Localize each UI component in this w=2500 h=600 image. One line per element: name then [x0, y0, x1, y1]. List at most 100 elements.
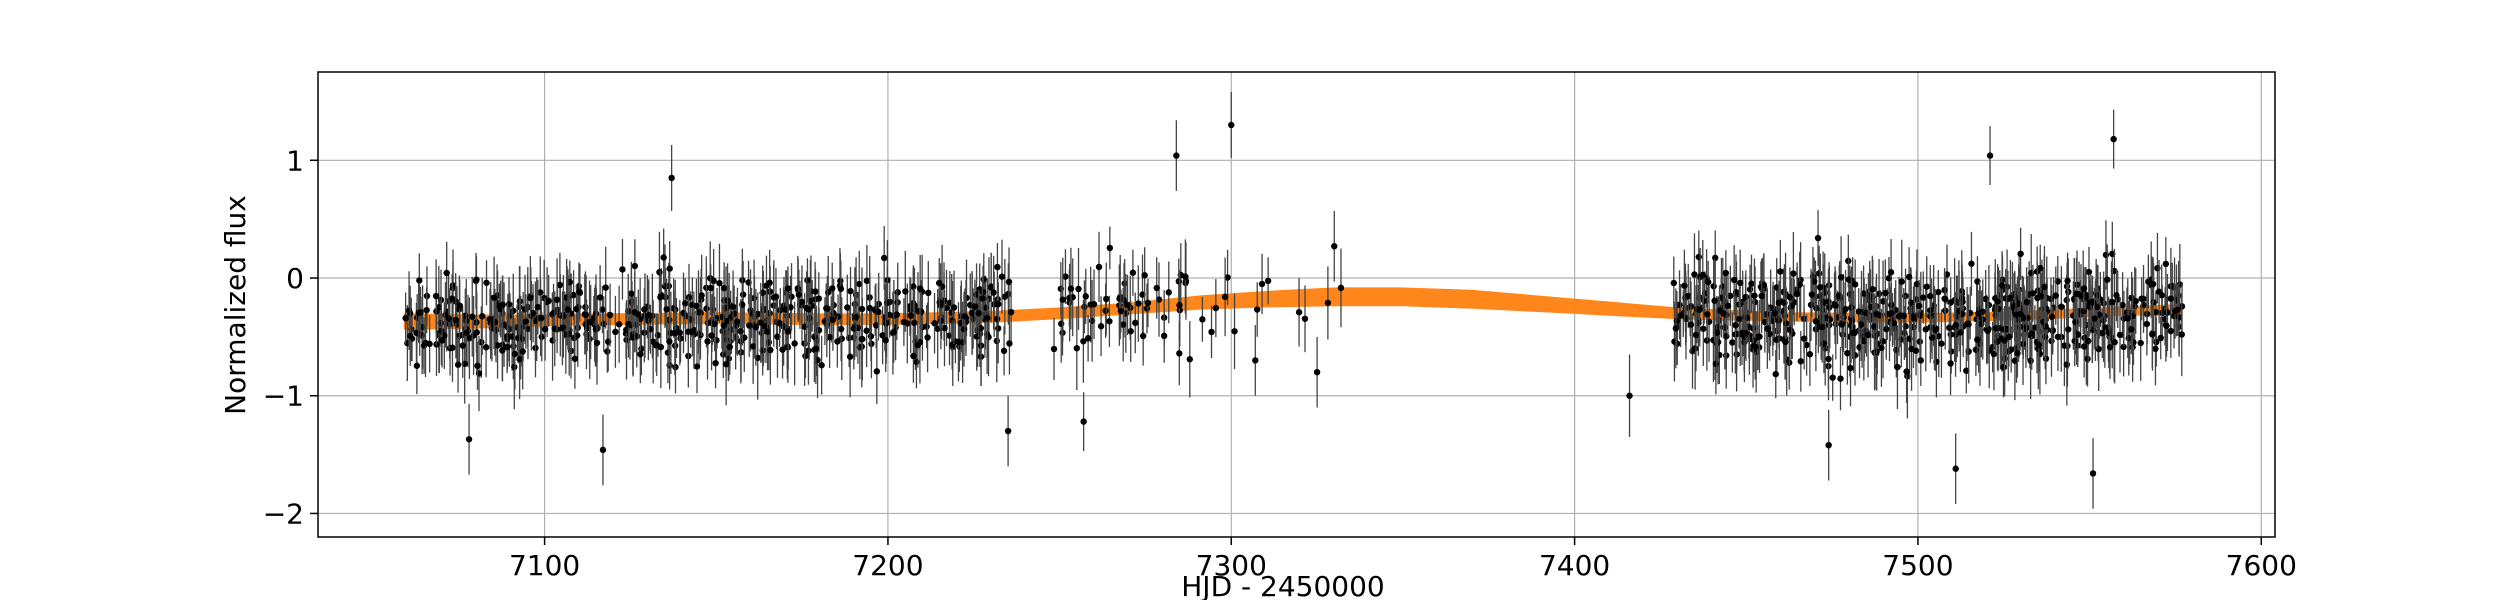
data-point	[1811, 278, 1818, 285]
data-point	[1873, 310, 1880, 318]
data-point	[2132, 297, 2139, 305]
data-point	[1952, 321, 1959, 329]
data-point	[1000, 347, 1008, 355]
data-point	[423, 306, 430, 314]
data-point	[1331, 243, 1338, 250]
data-point	[925, 289, 932, 297]
data-point	[1831, 301, 1839, 309]
data-point	[995, 300, 1002, 308]
data-point	[2102, 251, 2110, 259]
data-point	[2162, 260, 2170, 268]
data-point	[432, 292, 440, 300]
data-point	[491, 319, 499, 326]
data-point	[950, 304, 958, 311]
data-point	[1670, 279, 1677, 287]
data-point	[653, 341, 660, 349]
data-point	[1736, 279, 1744, 287]
x-tick-label: 7400	[1539, 549, 1610, 582]
data-point	[2022, 325, 2030, 333]
data-point	[1724, 302, 1732, 310]
data-point	[1855, 308, 1862, 315]
data-point	[1006, 340, 1013, 347]
data-point	[1691, 271, 1698, 278]
data-point	[2157, 334, 2164, 342]
data-point	[469, 313, 476, 320]
plot-frame	[317, 71, 2276, 538]
data-point	[863, 277, 871, 285]
data-point	[2152, 308, 2160, 316]
data-point	[448, 295, 456, 302]
data-point	[473, 276, 480, 283]
data-point	[1825, 355, 1832, 363]
data-point	[1900, 312, 1907, 320]
data-point	[573, 305, 580, 313]
x-tick-label: 7600	[2226, 549, 2297, 582]
data-point	[2105, 329, 2113, 337]
data-point	[1935, 333, 1942, 340]
data-point	[2164, 309, 2171, 316]
data-point	[1106, 318, 1113, 325]
data-point	[592, 325, 600, 333]
data-point	[911, 319, 918, 327]
data-point	[722, 360, 730, 368]
data-point	[2109, 298, 2116, 306]
data-point	[625, 320, 632, 328]
data-point	[1777, 268, 1784, 275]
data-point	[1942, 295, 1949, 303]
data-point	[880, 254, 888, 262]
data-point	[948, 309, 955, 316]
data-point	[776, 319, 783, 327]
data-point	[1883, 325, 1890, 333]
data-point	[2012, 311, 2020, 318]
data-point	[858, 335, 866, 343]
x-axis-ticks: 7100 7200 7300 7400 7500 7600	[509, 537, 2297, 582]
data-point	[522, 318, 530, 325]
data-point	[1986, 152, 1994, 159]
data-point	[1692, 331, 1700, 339]
y-tick-label: 0	[286, 262, 304, 295]
data-point	[689, 328, 696, 335]
data-point	[2063, 296, 2070, 304]
data-point	[779, 346, 786, 353]
data-point	[676, 329, 683, 336]
data-point	[766, 279, 773, 286]
data-point	[1882, 289, 1889, 297]
data-point	[402, 314, 409, 322]
data-point	[1155, 296, 1163, 303]
data-point	[834, 313, 842, 320]
data-point	[846, 353, 854, 360]
data-point	[1797, 358, 1805, 365]
data-point	[704, 338, 711, 345]
data-point	[1838, 321, 1846, 328]
data-point	[416, 330, 423, 338]
data-point	[1073, 345, 1081, 352]
data-point	[656, 268, 663, 276]
data-point	[1186, 356, 1194, 363]
data-point	[872, 322, 880, 329]
data-point	[1141, 272, 1148, 279]
data-point	[737, 328, 744, 335]
data-point	[910, 283, 917, 290]
data-points	[402, 92, 2186, 509]
data-point	[2027, 357, 2034, 364]
data-point	[1258, 280, 1266, 288]
data-point	[2145, 278, 2152, 285]
data-point	[1968, 260, 1975, 267]
data-point	[1771, 310, 1778, 317]
data-point	[1254, 306, 1261, 313]
data-point	[850, 325, 857, 332]
data-point	[2104, 276, 2111, 283]
data-point	[593, 339, 601, 347]
data-point	[1062, 273, 1069, 280]
data-point	[2089, 470, 2097, 477]
data-point	[511, 350, 519, 358]
data-point	[1080, 338, 1087, 345]
data-point	[837, 325, 845, 333]
data-point	[1120, 297, 1128, 304]
data-point	[454, 361, 462, 368]
data-point	[1067, 285, 1075, 292]
data-point	[1766, 330, 1773, 338]
data-point	[599, 446, 607, 454]
x-tick-label: 7300	[1196, 549, 1267, 582]
data-point	[631, 309, 638, 316]
